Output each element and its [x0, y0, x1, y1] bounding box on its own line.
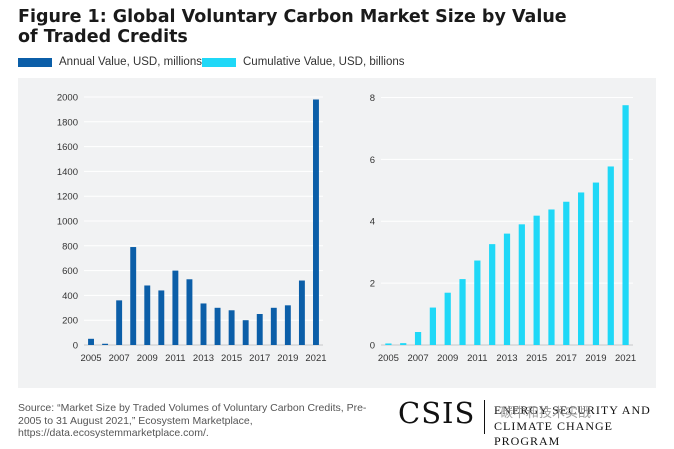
cumulative-bar-2007 — [414, 332, 422, 345]
annual-bar-2007 — [116, 300, 123, 345]
program-name-line2: CLIMATE CHANGE PROGRAM — [494, 419, 613, 448]
annual-y-tick-label: 600 — [62, 266, 78, 277]
watermark: 碳中和技术实战 — [500, 405, 592, 420]
cumulative-value-chart: 0 2 4 6 8 2005 2007 2009 2011 2013 2015 2017 2019 202… — [370, 93, 636, 364]
annual-x-tick-label: 2011 — [165, 353, 185, 364]
legend-label-cumulative: Cumulative Value, USD, billions — [243, 56, 405, 68]
annual-x-tick-label: 2017 — [249, 353, 270, 364]
annual-bar-2021 — [313, 99, 319, 345]
annual-value-chart: 0 200 400 600 800 1000 1200 1400 1600 1800 2000 200… — [57, 93, 327, 365]
annual-bar-2008 — [130, 247, 137, 345]
cumulative-bar-2013 — [503, 233, 511, 345]
annual-x-tick-label: 2013 — [193, 353, 214, 364]
legend-swatch-cumulative — [202, 57, 236, 67]
cumulative-x-tick-label: 2009 — [437, 353, 458, 364]
annual-x-tick-label: 2019 — [277, 353, 298, 364]
annual-y-tick-label: 800 — [62, 241, 78, 252]
cumulative-chart-panel: 0 2 4 6 8 2005 2007 2009 2011 2013 2015 2017 2019 202… — [331, 78, 656, 388]
annual-bar-2018 — [270, 307, 277, 345]
logo-divider — [484, 400, 485, 434]
annual-x-tick-label: 2021 — [305, 353, 326, 364]
cumulative-bar-2018 — [578, 192, 585, 345]
cumulative-x-tick-label: 2013 — [496, 353, 517, 364]
annual-y-tick-label: 2000 — [57, 93, 78, 104]
annual-y-tick-label: 1400 — [57, 167, 78, 178]
cumulative-bar-2021 — [622, 105, 629, 345]
annual-x-tick-label: 2009 — [137, 353, 158, 364]
cumulative-bar-2008 — [429, 307, 436, 345]
annual-bar-2017 — [256, 314, 263, 345]
annual-bar-2006 — [102, 343, 109, 345]
annual-x-tick-label: 2015 — [221, 353, 242, 364]
cumulative-x-tick-label: 2017 — [556, 353, 577, 364]
cumulative-y-tick-label: 4 — [370, 217, 375, 228]
annual-x-tick-label: 2007 — [109, 353, 130, 364]
csis-logo: CSIS — [398, 396, 476, 430]
annual-y-tick-label: 400 — [62, 291, 78, 302]
cumulative-x-tick-label: 2019 — [585, 353, 606, 364]
annual-bar-2005 — [88, 338, 94, 345]
annual-bar-2010 — [158, 290, 165, 345]
annual-bar-2014 — [214, 307, 221, 345]
source-note: Source: “Market Size by Traded Volumes o… — [18, 402, 367, 439]
cumulative-x-tick-label: 2007 — [407, 353, 428, 364]
cumulative-y-tick-label: 2 — [370, 279, 375, 290]
cumulative-x-tick-label: 2011 — [467, 353, 487, 364]
annual-y-tick-label: 200 — [62, 316, 78, 327]
annual-y-tick-label: 1000 — [57, 217, 78, 228]
annual-y-tick-label: 1200 — [57, 192, 78, 203]
cumulative-bar-2020 — [607, 166, 614, 345]
cumulative-y-tick-label: 8 — [370, 93, 375, 104]
cumulative-x-tick-label: 2005 — [378, 353, 399, 364]
legend-swatch-annual — [18, 57, 52, 67]
cumulative-bar-2010 — [459, 279, 466, 345]
cumulative-y-tick-label: 6 — [370, 155, 375, 166]
annual-bar-2020 — [298, 280, 305, 345]
annual-bar-2012 — [186, 279, 193, 345]
program-name-line1: ENERGY SECURITY AND — [494, 403, 651, 417]
annual-y-tick-label: 1800 — [57, 117, 78, 128]
cumulative-bar-2012 — [489, 244, 496, 345]
cumulative-bar-2005 — [385, 343, 392, 345]
cumulative-x-tick-label: 2021 — [615, 353, 636, 364]
chart-title: Figure 1: Global Voluntary Carbon Market… — [18, 7, 567, 47]
cumulative-bar-2009 — [444, 292, 451, 345]
annual-bar-2011 — [172, 270, 179, 345]
cumulative-bar-2006 — [400, 343, 407, 345]
legend-cumulative: Cumulative Value, USD, billions — [202, 56, 405, 68]
annual-chart-panel: 0 200 400 600 800 1000 1200 1400 1600 1800 2000 200… — [18, 78, 343, 388]
legend-annual: Annual Value, USD, millions — [18, 56, 202, 68]
cumulative-bar-2011 — [474, 260, 481, 345]
legend-label-annual: Annual Value, USD, millions — [59, 56, 202, 68]
cumulative-bar-2015 — [533, 215, 540, 345]
annual-bar-2019 — [284, 305, 291, 345]
cumulative-bar-2016 — [548, 209, 555, 345]
annual-y-tick-label: 1600 — [57, 142, 78, 153]
annual-x-tick-label: 2005 — [80, 353, 101, 364]
cumulative-bar-2017 — [563, 201, 570, 345]
annual-bar-2016 — [242, 320, 249, 345]
cumulative-bar-2014 — [518, 224, 525, 345]
annual-y-tick-label: 0 — [73, 341, 78, 352]
annual-bar-2013 — [200, 303, 207, 345]
annual-bar-2009 — [144, 285, 151, 345]
cumulative-x-tick-label: 2015 — [526, 353, 547, 364]
cumulative-bar-2019 — [592, 182, 600, 345]
cumulative-y-tick-label: 0 — [370, 341, 375, 352]
annual-bar-2015 — [228, 310, 235, 345]
